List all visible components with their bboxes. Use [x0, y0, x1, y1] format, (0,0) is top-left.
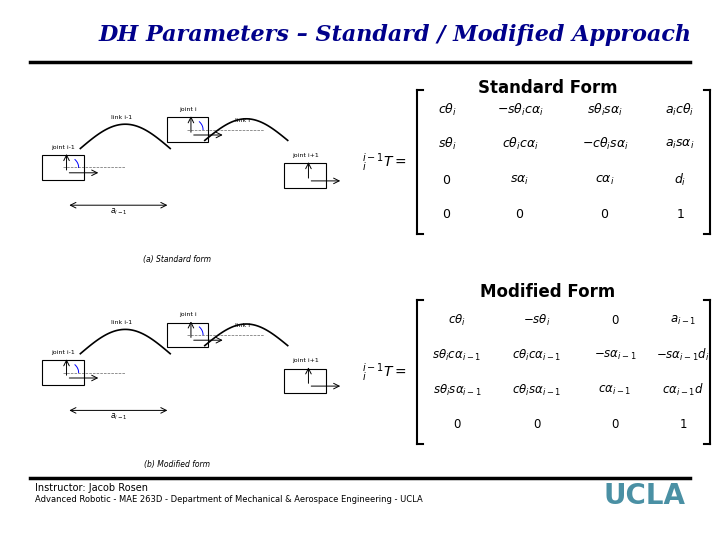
Text: $0$: $0$ — [611, 417, 619, 430]
Text: joint i: joint i — [179, 312, 197, 317]
Text: DH Parameters – Standard / Modified Approach: DH Parameters – Standard / Modified Appr… — [99, 24, 691, 46]
Text: $c\alpha_i$: $c\alpha_i$ — [595, 173, 615, 186]
Text: Modified Form: Modified Form — [480, 283, 616, 301]
Text: $-s\alpha_{i-1}$: $-s\alpha_{i-1}$ — [594, 348, 636, 362]
Text: $s\theta_i s\alpha_i$: $s\theta_i s\alpha_i$ — [587, 102, 623, 118]
Text: $0$: $0$ — [442, 173, 451, 186]
Text: (b) Modified form: (b) Modified form — [144, 460, 210, 469]
Text: ${}^{i-1}_iT =$: ${}^{i-1}_iT =$ — [362, 151, 407, 173]
Text: joint i-1: joint i-1 — [51, 350, 75, 355]
Text: Standard Form: Standard Form — [478, 79, 618, 97]
Text: $0$: $0$ — [533, 417, 541, 430]
Text: $c\theta_i c\alpha_i$: $c\theta_i c\alpha_i$ — [502, 136, 539, 152]
Text: $s\theta_i c\alpha_{i-1}$: $s\theta_i c\alpha_{i-1}$ — [433, 347, 482, 362]
Text: $1$: $1$ — [675, 207, 685, 220]
Text: joint i+1: joint i+1 — [292, 358, 318, 363]
Text: $s\theta_i$: $s\theta_i$ — [438, 136, 456, 152]
Text: $-c\theta_i s\alpha_i$: $-c\theta_i s\alpha_i$ — [582, 136, 629, 152]
Text: $s\alpha_i$: $s\alpha_i$ — [510, 173, 530, 186]
Text: $-s\theta_i c\alpha_i$: $-s\theta_i c\alpha_i$ — [497, 102, 544, 118]
Text: $-s\theta_i$: $-s\theta_i$ — [523, 313, 551, 328]
Text: $-s\alpha_{i-1}d_i$: $-s\alpha_{i-1}d_i$ — [657, 347, 710, 363]
Bar — [42, 156, 84, 179]
Text: $0$: $0$ — [600, 207, 610, 220]
Bar — [284, 163, 325, 187]
Text: (a) Standard form: (a) Standard form — [143, 255, 211, 264]
Bar — [42, 361, 84, 384]
Text: $a_i c\theta_i$: $a_i c\theta_i$ — [665, 102, 695, 118]
Bar — [167, 117, 208, 141]
Text: link i-1: link i-1 — [112, 320, 132, 325]
Text: joint i-1: joint i-1 — [51, 145, 75, 150]
Text: joint i: joint i — [179, 107, 197, 112]
Text: $0$: $0$ — [516, 207, 525, 220]
Text: joint i+1: joint i+1 — [292, 153, 318, 158]
Text: $a_{i-1}$: $a_{i-1}$ — [109, 411, 127, 422]
Text: $1$: $1$ — [679, 417, 687, 430]
Text: $0$: $0$ — [611, 314, 619, 327]
Text: $c\theta_i s\alpha_{i-1}$: $c\theta_i s\alpha_{i-1}$ — [513, 382, 562, 397]
Text: Advanced Robotic - MAE 263D - Department of Mechanical & Aerospace Engineering -: Advanced Robotic - MAE 263D - Department… — [35, 496, 423, 504]
Bar — [167, 322, 208, 347]
Text: $a_{i-1}$: $a_{i-1}$ — [109, 206, 127, 217]
Text: $0$: $0$ — [453, 417, 462, 430]
Text: $a_{i-1}$: $a_{i-1}$ — [670, 313, 696, 327]
Text: $c\alpha_{i-1}$: $c\alpha_{i-1}$ — [598, 383, 631, 396]
Bar — [284, 368, 325, 393]
Text: $c\alpha_{i-1}d$: $c\alpha_{i-1}d$ — [662, 382, 704, 398]
Text: $0$: $0$ — [442, 207, 451, 220]
Text: UCLA: UCLA — [603, 482, 685, 510]
Text: link i: link i — [235, 118, 251, 123]
Text: $s\theta_i s\alpha_{i-1}$: $s\theta_i s\alpha_{i-1}$ — [433, 382, 482, 397]
Text: $c\theta_i$: $c\theta_i$ — [448, 313, 466, 328]
Text: $c\theta_i$: $c\theta_i$ — [438, 102, 456, 118]
Text: $d_i$: $d_i$ — [674, 172, 686, 188]
Text: ${}^{i-1}_iT =$: ${}^{i-1}_iT =$ — [362, 361, 407, 383]
Text: Instructor: Jacob Rosen: Instructor: Jacob Rosen — [35, 483, 148, 493]
Text: link i: link i — [235, 323, 251, 328]
Text: $a_i s\alpha_i$: $a_i s\alpha_i$ — [665, 138, 695, 151]
Text: $c\theta_i c\alpha_{i-1}$: $c\theta_i c\alpha_{i-1}$ — [513, 347, 562, 362]
Text: link i-1: link i-1 — [112, 115, 132, 120]
